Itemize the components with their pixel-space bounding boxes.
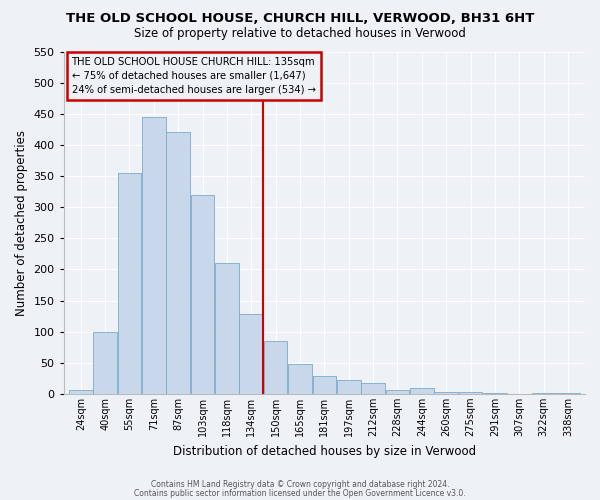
Text: Contains public sector information licensed under the Open Government Licence v3: Contains public sector information licen…: [134, 488, 466, 498]
Bar: [337, 380, 361, 394]
Bar: [142, 117, 166, 394]
Bar: [166, 132, 190, 394]
Bar: [288, 364, 312, 394]
Bar: [69, 390, 92, 394]
Bar: [264, 341, 287, 394]
Bar: [458, 392, 482, 394]
Bar: [191, 194, 214, 394]
Bar: [434, 392, 458, 394]
Bar: [94, 332, 117, 394]
Bar: [313, 376, 336, 394]
Text: THE OLD SCHOOL HOUSE CHURCH HILL: 135sqm
← 75% of detached houses are smaller (1: THE OLD SCHOOL HOUSE CHURCH HILL: 135sqm…: [71, 56, 316, 94]
Bar: [239, 314, 263, 394]
Text: Contains HM Land Registry data © Crown copyright and database right 2024.: Contains HM Land Registry data © Crown c…: [151, 480, 449, 489]
Y-axis label: Number of detached properties: Number of detached properties: [15, 130, 28, 316]
Bar: [386, 390, 409, 394]
X-axis label: Distribution of detached houses by size in Verwood: Distribution of detached houses by size …: [173, 444, 476, 458]
Bar: [215, 263, 239, 394]
Bar: [410, 388, 434, 394]
Bar: [556, 392, 580, 394]
Text: THE OLD SCHOOL HOUSE, CHURCH HILL, VERWOOD, BH31 6HT: THE OLD SCHOOL HOUSE, CHURCH HILL, VERWO…: [66, 12, 534, 26]
Bar: [361, 384, 385, 394]
Bar: [118, 173, 141, 394]
Text: Size of property relative to detached houses in Verwood: Size of property relative to detached ho…: [134, 28, 466, 40]
